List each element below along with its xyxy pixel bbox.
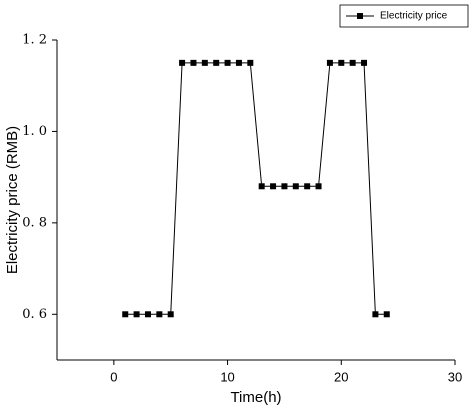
x-tick-label: 30	[448, 369, 462, 384]
data-point	[179, 59, 186, 66]
data-point	[361, 59, 368, 66]
data-point	[281, 183, 288, 190]
data-point	[383, 311, 390, 318]
legend-box	[339, 4, 469, 28]
y-tick-label: 0. 6	[22, 307, 47, 322]
data-line	[125, 62, 387, 315]
data-point	[315, 183, 322, 190]
y-axis-label: Electricity price (RMB)	[4, 126, 21, 274]
data-point	[201, 59, 208, 66]
data-point	[122, 311, 129, 318]
legend-marker	[357, 13, 363, 19]
data-point	[292, 183, 299, 190]
data-point	[213, 59, 220, 66]
x-tick-label: 20	[334, 369, 348, 384]
data-point	[190, 59, 197, 66]
data-point	[304, 183, 311, 190]
x-tick-label: 10	[220, 369, 234, 384]
data-point	[133, 311, 140, 318]
data-point	[144, 311, 151, 318]
data-point	[224, 59, 231, 66]
x-axis-label: Time(h)	[230, 389, 281, 406]
x-tick-label: 0	[110, 369, 117, 384]
data-point	[349, 59, 356, 66]
data-point	[235, 59, 242, 66]
y-tick-label: 0. 8	[22, 215, 47, 230]
data-point	[156, 311, 163, 318]
data-point	[247, 59, 254, 66]
data-point	[338, 59, 345, 66]
legend-label: Electricity price	[380, 11, 448, 22]
data-point	[258, 183, 265, 190]
data-point	[372, 311, 379, 318]
y-tick-label: 1. 0	[22, 124, 47, 139]
data-point	[167, 311, 174, 318]
data-point	[326, 59, 333, 66]
y-tick-label: 1. 2	[22, 33, 47, 48]
data-point	[270, 183, 277, 190]
